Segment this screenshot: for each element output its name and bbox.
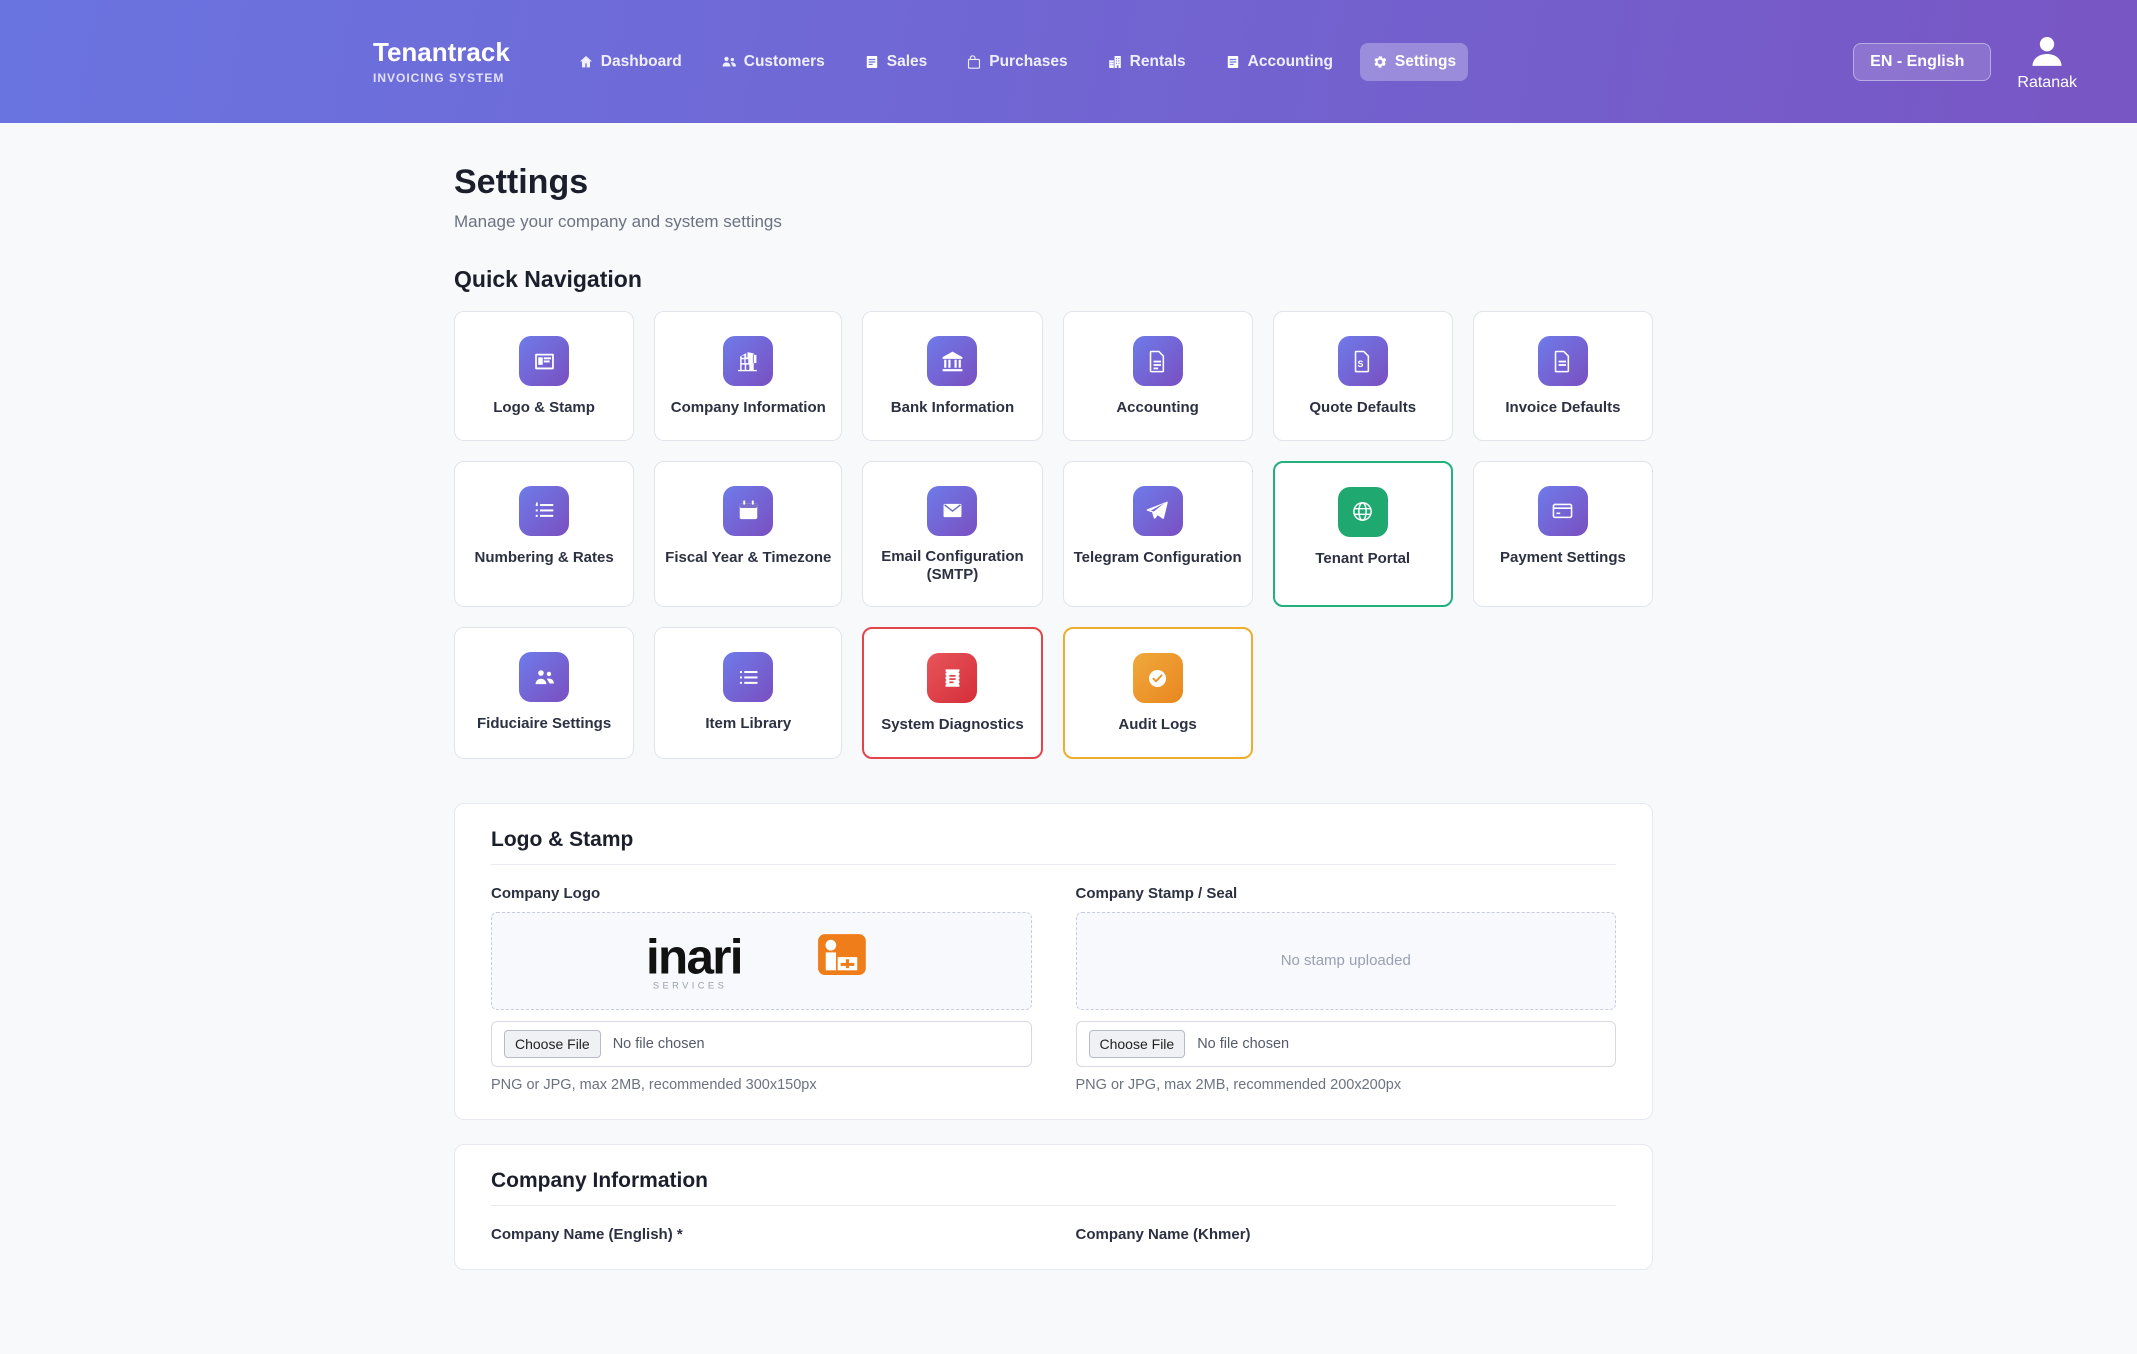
svg-text:SERVICES: SERVICES xyxy=(653,981,727,991)
svg-text:S: S xyxy=(1358,359,1364,369)
svg-text:inari: inari xyxy=(646,929,742,984)
